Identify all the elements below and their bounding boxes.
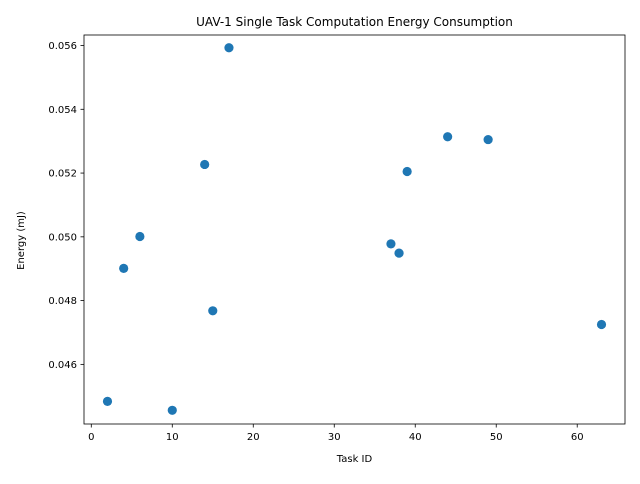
data-point	[167, 405, 177, 415]
y-tick-label: 0.050	[48, 232, 77, 243]
data-point	[386, 239, 396, 249]
y-axis-ticks: 0.046 0.048 0.050 0.052 0.054 0.056	[48, 41, 84, 371]
x-tick-label: 20	[247, 432, 260, 443]
data-point	[402, 166, 412, 177]
data-point	[394, 248, 404, 258]
plot-area	[83, 34, 626, 425]
data-point	[119, 263, 129, 273]
data-points	[102, 43, 607, 415]
y-tick-label: 0.048	[48, 296, 77, 307]
x-tick-label: 40	[409, 432, 422, 443]
data-point	[102, 396, 113, 406]
x-axis-label: Task ID	[336, 454, 373, 465]
y-tick-label: 0.056	[48, 41, 77, 52]
data-point	[208, 306, 218, 316]
y-tick-label: 0.052	[48, 169, 77, 180]
x-tick-label: 60	[571, 432, 584, 443]
data-point	[135, 231, 145, 242]
data-point	[224, 43, 234, 53]
y-tick-label: 0.046	[48, 360, 77, 371]
plot-frame	[83, 34, 626, 425]
data-point	[483, 134, 493, 145]
y-tick-label: 0.054	[48, 105, 77, 116]
x-tick-label: 50	[490, 432, 503, 443]
y-axis-label: Energy (mJ)	[16, 211, 27, 270]
x-tick-label: 30	[328, 432, 341, 443]
x-tick-label: 0	[88, 432, 94, 443]
data-point	[443, 132, 453, 142]
x-tick-label: 10	[166, 432, 179, 443]
chart-title: UAV-1 Single Task Computation Energy Con…	[196, 15, 513, 29]
data-point	[596, 319, 607, 330]
data-point	[200, 159, 210, 170]
x-axis-ticks: 0 10 20 30 40 50 60	[88, 424, 584, 443]
